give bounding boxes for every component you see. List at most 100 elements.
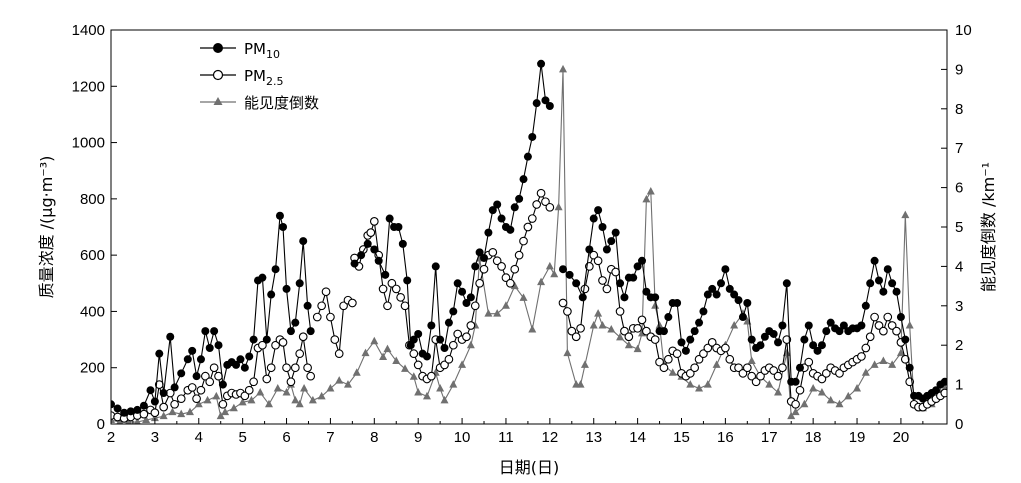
data-point <box>267 290 276 299</box>
data-point <box>306 371 316 381</box>
y-right-tick-label: 9 <box>955 61 963 78</box>
data-point <box>896 313 905 322</box>
data-point <box>870 360 879 368</box>
x-tick-label: 8 <box>370 429 378 446</box>
data-point <box>707 338 717 347</box>
data-point <box>363 239 372 248</box>
data-point <box>835 399 844 408</box>
data-point <box>205 377 215 387</box>
data-point <box>738 313 747 322</box>
data-point <box>271 340 280 350</box>
y-right-tick-label: 0 <box>955 416 963 433</box>
data-point <box>330 335 340 344</box>
data-point <box>905 363 914 372</box>
series-0 <box>111 59 947 417</box>
data-point <box>559 265 568 274</box>
data-point <box>663 354 673 364</box>
data-point <box>466 321 476 330</box>
data-point <box>177 409 186 418</box>
data-point <box>655 321 664 329</box>
data-point <box>795 385 805 395</box>
series-line <box>111 69 946 423</box>
data-point <box>536 188 546 198</box>
data-point <box>203 395 212 404</box>
series-line <box>354 191 551 380</box>
data-point <box>703 380 712 388</box>
data-point <box>398 239 407 248</box>
data-point <box>209 363 219 373</box>
data-point <box>900 354 910 364</box>
legend: PM10 PM2.5 能见度倒数 <box>200 40 319 112</box>
data-point <box>177 369 186 378</box>
data-point <box>857 352 866 361</box>
data-point <box>396 293 405 302</box>
data-point <box>708 284 717 293</box>
data-point <box>565 270 574 279</box>
data-point <box>598 223 607 231</box>
data-point <box>681 346 690 355</box>
data-point <box>218 380 227 389</box>
y-left-tick-label: 1000 <box>72 135 105 152</box>
data-point <box>747 371 757 381</box>
data-point <box>403 276 412 285</box>
data-point <box>861 301 870 310</box>
data-point <box>879 356 888 364</box>
data-point <box>892 326 901 336</box>
data-point <box>422 352 431 361</box>
data-point <box>196 355 205 364</box>
data-point <box>497 262 506 271</box>
data-point <box>787 411 796 420</box>
x-tick-label: 13 <box>585 429 602 446</box>
data-point <box>791 407 800 416</box>
legend-visibility-label: 能见度倒数 <box>244 94 319 112</box>
data-point <box>240 391 250 401</box>
x-tick-label: 6 <box>282 429 290 446</box>
data-point <box>519 236 528 246</box>
data-point <box>589 250 599 260</box>
data-point <box>572 279 581 288</box>
data-point <box>695 318 704 327</box>
data-point <box>769 366 779 375</box>
data-point <box>458 287 467 296</box>
data-point <box>401 364 410 372</box>
data-point <box>598 276 607 285</box>
data-point <box>142 415 151 424</box>
data-point <box>901 335 910 344</box>
data-point <box>295 399 304 408</box>
data-point <box>238 397 247 406</box>
data-point <box>615 307 625 316</box>
data-point <box>497 214 506 223</box>
data-point <box>444 318 453 327</box>
x-tick-label: 2 <box>107 429 115 446</box>
data-point <box>646 187 655 195</box>
data-point <box>414 387 423 396</box>
data-point <box>471 262 480 271</box>
data-point <box>449 380 458 388</box>
data-point <box>611 228 620 237</box>
data-point <box>791 399 800 409</box>
data-point <box>769 329 778 338</box>
data-point <box>256 387 265 396</box>
data-point <box>668 368 677 376</box>
data-point <box>262 335 271 344</box>
legend-pm25-subscript: 2.5 <box>266 75 284 88</box>
data-point <box>188 346 197 355</box>
data-point <box>262 374 272 384</box>
data-point <box>111 400 115 409</box>
data-point <box>563 307 572 316</box>
data-point <box>594 309 603 317</box>
data-point <box>624 340 633 349</box>
data-point <box>756 341 765 350</box>
legend-pm10-label: PM <box>244 40 266 58</box>
data-point <box>282 363 291 373</box>
data-point <box>651 301 660 309</box>
y-left-tick-label: 200 <box>80 360 105 377</box>
y-right-tick-label: 2 <box>955 337 963 354</box>
data-point <box>795 363 804 372</box>
data-point <box>387 278 397 288</box>
x-tick-label: 3 <box>151 429 159 446</box>
data-point <box>462 332 471 342</box>
data-point <box>651 293 660 302</box>
data-point <box>427 321 436 330</box>
data-point <box>326 384 335 392</box>
